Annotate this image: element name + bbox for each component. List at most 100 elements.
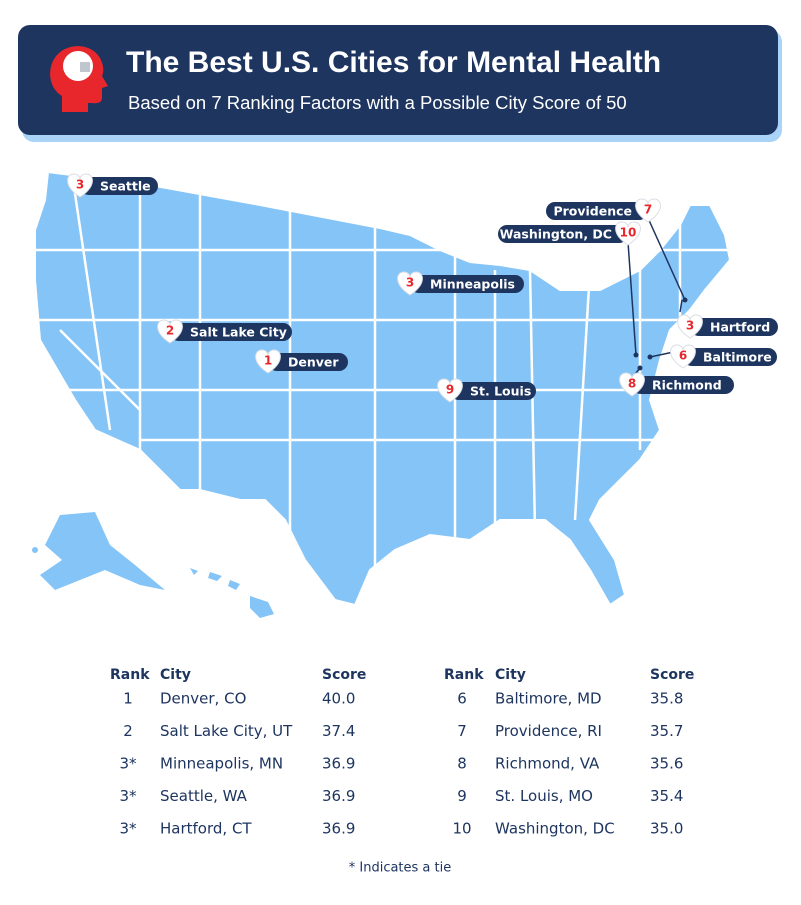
- score-cell: 35.7: [650, 722, 683, 740]
- rank-cell: 9: [457, 787, 467, 805]
- column-header: Rank: [110, 667, 150, 683]
- city-name: Salt Lake City: [190, 325, 287, 340]
- heart: [437, 378, 463, 403]
- connector-dot: [633, 352, 639, 358]
- score-cell: 37.4: [322, 722, 355, 740]
- heart: [67, 173, 93, 198]
- heart: [397, 271, 423, 296]
- city-name: Denver: [288, 355, 339, 370]
- score-cell: 36.9: [322, 820, 355, 838]
- city-name: Minneapolis: [430, 277, 515, 292]
- city-label: Richmond 8: [619, 372, 734, 397]
- label-pill: [268, 353, 348, 371]
- rank-cell: 3*: [119, 755, 137, 773]
- footnote: * Indicates a tie: [349, 861, 452, 876]
- connector-dot: [682, 297, 688, 303]
- column-header: Score: [322, 667, 366, 683]
- city-name: Seattle: [100, 179, 151, 194]
- rank-cell: 7: [457, 722, 467, 740]
- city-label: Hartford 3: [677, 314, 778, 339]
- rank-number: 6: [679, 349, 687, 363]
- score-cell: 35.8: [650, 690, 683, 708]
- heart: [635, 198, 661, 223]
- column-header: City: [160, 667, 191, 683]
- column-header: Rank: [444, 667, 484, 683]
- brain-icon: [50, 46, 108, 112]
- rank-cell: 1: [123, 690, 133, 708]
- score-cell: 35.6: [650, 755, 683, 773]
- city-label: Washington, DC 10: [498, 221, 641, 246]
- score-cell: 36.9: [322, 755, 355, 773]
- city-name: Hartford: [710, 320, 770, 335]
- rank-cell: 10: [452, 820, 471, 838]
- rank-number: 9: [446, 383, 454, 397]
- rank-cell: 2: [123, 722, 133, 740]
- city-cell: Minneapolis, MN: [160, 755, 283, 773]
- city-label: Salt Lake City 2: [157, 319, 292, 344]
- us-map: [32, 171, 731, 618]
- rank-number: 7: [644, 203, 652, 217]
- city-name: Providence: [553, 204, 632, 219]
- rank-number: 3: [686, 319, 694, 333]
- score-cell: 35.4: [650, 787, 683, 805]
- label-pill: [410, 275, 524, 293]
- subtitle: Based on 7 Ranking Factors with a Possib…: [128, 92, 627, 113]
- city-label: Denver 1: [255, 349, 348, 374]
- city-label: St. Louis 9: [437, 378, 536, 403]
- rank-number: 3: [76, 178, 84, 192]
- rank-cell: 6: [457, 690, 467, 708]
- heart: [670, 344, 696, 369]
- heart: [157, 319, 183, 344]
- label-pill: [450, 382, 536, 400]
- rank-number: 3: [406, 276, 414, 290]
- city-name: Washington, DC: [500, 227, 612, 242]
- column-header: Score: [650, 667, 694, 683]
- heart: [619, 372, 645, 397]
- score-cell: 36.9: [322, 787, 355, 805]
- heart: [615, 221, 641, 246]
- rank-number: 8: [628, 377, 636, 391]
- connector-dot: [647, 354, 653, 360]
- rank-cell: 3*: [119, 787, 137, 805]
- city-name: Baltimore: [703, 350, 772, 365]
- label-pill: [80, 177, 158, 195]
- label-pill: [170, 323, 292, 341]
- city-cell: Richmond, VA: [495, 755, 600, 773]
- city-cell: Seattle, WA: [160, 787, 248, 805]
- rank-number: 1: [264, 354, 272, 368]
- map-labels: Seattle 3 Salt Lake City 2 Denver 1 Minneapoli…: [67, 173, 778, 403]
- label-pill: [632, 376, 734, 394]
- label-pill: [498, 225, 628, 243]
- rank-number: 2: [166, 324, 174, 338]
- city-label: Minneapolis 3: [397, 271, 524, 296]
- connector-dot: [637, 365, 643, 371]
- rank-number: 10: [620, 226, 637, 240]
- city-cell: Hartford, CT: [160, 820, 252, 838]
- city-name: St. Louis: [470, 384, 531, 399]
- city-cell: Washington, DC: [495, 820, 615, 838]
- label-pill: [683, 348, 777, 366]
- city-cell: St. Louis, MO: [495, 787, 593, 805]
- city-label: Baltimore 6: [670, 344, 777, 369]
- score-cell: 35.0: [650, 820, 683, 838]
- title: The Best U.S. Cities for Mental Health: [126, 46, 661, 79]
- city-name: Richmond: [652, 378, 722, 393]
- connector: [647, 217, 686, 301]
- ranking-table: Rank City Score Rank City Score 1 Denver, CO 40.…: [110, 667, 694, 838]
- city-cell: Salt Lake City, UT: [160, 722, 293, 740]
- heart: [255, 349, 281, 374]
- city-cell: Denver, CO: [160, 690, 246, 708]
- connector: [679, 299, 683, 313]
- label-pill: [690, 318, 778, 336]
- header-box: [18, 25, 778, 135]
- column-header: City: [495, 667, 526, 683]
- heart: [677, 314, 703, 339]
- city-cell: Providence, RI: [495, 722, 602, 740]
- rank-cell: 3*: [119, 820, 137, 838]
- score-cell: 40.0: [322, 690, 355, 708]
- city-label: Seattle 3: [67, 173, 158, 198]
- city-cell: Baltimore, MD: [495, 690, 602, 708]
- connector: [627, 241, 637, 356]
